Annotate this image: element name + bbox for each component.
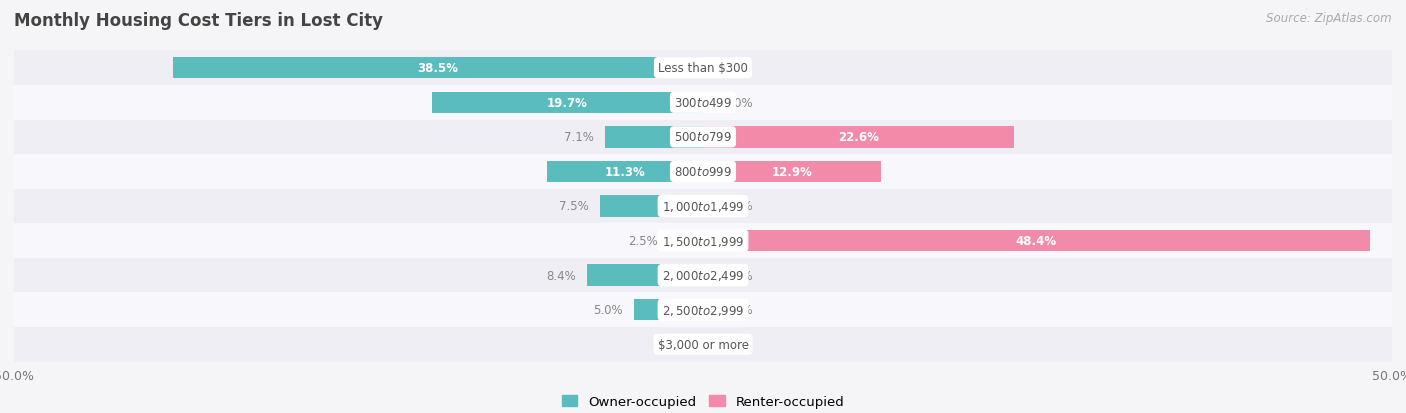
Bar [669, 230, 703, 252]
Text: 0.0%: 0.0% [724, 338, 754, 351]
Text: 12.9%: 12.9% [772, 166, 813, 178]
Bar [14, 327, 1392, 362]
Text: $1,000 to $1,499: $1,000 to $1,499 [662, 199, 744, 214]
Bar [605, 127, 703, 148]
Bar [599, 196, 703, 217]
Bar [14, 155, 1392, 189]
Text: 2.5%: 2.5% [628, 235, 658, 247]
Bar [703, 161, 880, 183]
Text: 38.5%: 38.5% [418, 62, 458, 75]
Bar [14, 189, 1392, 224]
Text: 8.4%: 8.4% [547, 269, 576, 282]
Bar [14, 293, 1392, 327]
Text: 7.5%: 7.5% [560, 200, 589, 213]
Bar [14, 86, 1392, 120]
Text: Monthly Housing Cost Tiers in Lost City: Monthly Housing Cost Tiers in Lost City [14, 12, 382, 30]
Text: 5.0%: 5.0% [593, 304, 623, 316]
Text: 0.0%: 0.0% [652, 338, 682, 351]
Text: 0.0%: 0.0% [724, 62, 754, 75]
Text: 0.0%: 0.0% [724, 200, 754, 213]
Text: Less than $300: Less than $300 [658, 62, 748, 75]
Text: $2,500 to $2,999: $2,500 to $2,999 [662, 303, 744, 317]
Text: 11.3%: 11.3% [605, 166, 645, 178]
Bar [14, 120, 1392, 155]
Text: $500 to $799: $500 to $799 [673, 131, 733, 144]
Text: $800 to $999: $800 to $999 [673, 166, 733, 178]
Text: $3,000 or more: $3,000 or more [658, 338, 748, 351]
Bar [14, 51, 1392, 86]
Text: Source: ZipAtlas.com: Source: ZipAtlas.com [1267, 12, 1392, 25]
Text: $2,000 to $2,499: $2,000 to $2,499 [662, 268, 744, 282]
Text: 48.4%: 48.4% [1017, 235, 1057, 247]
Text: 7.1%: 7.1% [564, 131, 595, 144]
Text: 22.6%: 22.6% [838, 131, 879, 144]
Text: 0.0%: 0.0% [724, 97, 754, 109]
Legend: Owner-occupied, Renter-occupied: Owner-occupied, Renter-occupied [557, 390, 849, 413]
Bar [703, 127, 1014, 148]
Bar [14, 224, 1392, 258]
Text: $300 to $499: $300 to $499 [673, 97, 733, 109]
Bar [432, 93, 703, 114]
Text: 19.7%: 19.7% [547, 97, 588, 109]
Bar [703, 230, 1369, 252]
Bar [14, 258, 1392, 293]
Text: $1,500 to $1,999: $1,500 to $1,999 [662, 234, 744, 248]
Bar [173, 58, 703, 79]
Bar [634, 299, 703, 320]
Text: 0.0%: 0.0% [724, 304, 754, 316]
Text: 0.0%: 0.0% [724, 269, 754, 282]
Bar [547, 161, 703, 183]
Bar [588, 265, 703, 286]
